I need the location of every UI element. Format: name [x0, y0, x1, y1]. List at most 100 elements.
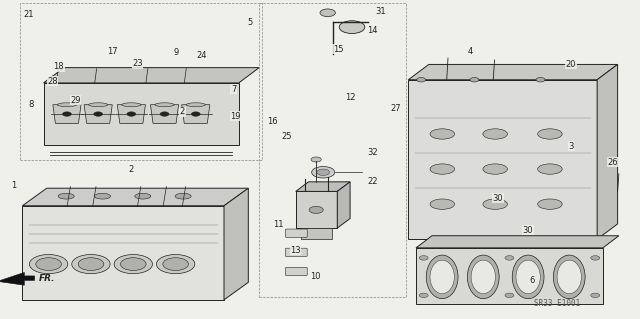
Polygon shape [117, 105, 145, 123]
Text: FR.: FR. [38, 274, 55, 283]
Circle shape [419, 256, 428, 260]
Polygon shape [44, 68, 259, 83]
Polygon shape [416, 236, 619, 248]
Text: 23: 23 [132, 59, 143, 68]
Circle shape [120, 258, 146, 271]
Text: 10: 10 [310, 272, 320, 281]
Ellipse shape [426, 255, 458, 299]
Ellipse shape [175, 193, 191, 199]
Ellipse shape [95, 193, 111, 199]
Circle shape [417, 78, 426, 82]
Text: 32: 32 [367, 148, 378, 157]
Polygon shape [408, 64, 618, 80]
Ellipse shape [122, 103, 141, 107]
Text: 28: 28 [47, 77, 58, 86]
Ellipse shape [557, 260, 581, 293]
Circle shape [78, 258, 104, 271]
Text: 17: 17 [107, 47, 117, 56]
Ellipse shape [538, 129, 562, 139]
Polygon shape [22, 206, 224, 300]
Ellipse shape [483, 199, 508, 209]
Circle shape [470, 78, 479, 82]
Text: 19: 19 [230, 112, 241, 121]
FancyBboxPatch shape [301, 228, 332, 239]
Text: 20: 20 [566, 60, 576, 69]
Text: 25: 25 [282, 132, 292, 141]
Circle shape [163, 258, 188, 271]
Polygon shape [408, 80, 597, 239]
Polygon shape [44, 83, 239, 145]
Circle shape [505, 256, 514, 260]
Circle shape [311, 157, 321, 162]
Ellipse shape [430, 129, 454, 139]
Polygon shape [150, 105, 179, 123]
Ellipse shape [430, 199, 454, 209]
Circle shape [63, 112, 72, 116]
Polygon shape [182, 105, 210, 123]
Polygon shape [597, 64, 618, 239]
Text: 30: 30 [523, 226, 533, 235]
Text: 2: 2 [129, 165, 134, 174]
Polygon shape [84, 105, 112, 123]
Circle shape [536, 78, 545, 82]
Text: 9: 9 [173, 48, 179, 57]
FancyBboxPatch shape [285, 267, 307, 276]
FancyBboxPatch shape [285, 248, 307, 256]
Ellipse shape [88, 103, 108, 107]
Text: 24: 24 [196, 51, 207, 60]
Text: 15: 15 [333, 45, 343, 54]
Ellipse shape [483, 164, 508, 174]
Circle shape [320, 9, 335, 17]
Ellipse shape [538, 164, 562, 174]
Text: 14: 14 [367, 26, 378, 35]
Circle shape [156, 255, 195, 274]
Ellipse shape [58, 103, 77, 107]
Polygon shape [296, 191, 337, 228]
Text: 7: 7 [231, 85, 236, 94]
Polygon shape [416, 248, 603, 304]
Ellipse shape [512, 255, 544, 299]
Polygon shape [0, 272, 35, 285]
Text: 12: 12 [346, 93, 356, 102]
Text: 3: 3 [568, 142, 573, 151]
Ellipse shape [186, 103, 205, 107]
Ellipse shape [483, 129, 508, 139]
Ellipse shape [58, 193, 74, 199]
Circle shape [29, 255, 68, 274]
Polygon shape [224, 188, 248, 300]
Text: SR33 E1001: SR33 E1001 [534, 299, 580, 308]
Text: 5: 5 [247, 18, 252, 27]
Polygon shape [22, 188, 248, 206]
Circle shape [160, 112, 169, 116]
Ellipse shape [538, 199, 562, 209]
Circle shape [127, 112, 136, 116]
Circle shape [591, 256, 600, 260]
Text: 1: 1 [12, 181, 17, 189]
Circle shape [339, 21, 365, 33]
Circle shape [36, 258, 61, 271]
Ellipse shape [430, 164, 454, 174]
FancyBboxPatch shape [285, 229, 307, 237]
Text: 6: 6 [530, 276, 535, 285]
Text: 11: 11 [273, 220, 284, 229]
Polygon shape [53, 105, 81, 123]
Polygon shape [337, 182, 350, 228]
Circle shape [317, 169, 330, 175]
Text: 21: 21 [24, 10, 34, 19]
Text: 16: 16 [267, 117, 277, 126]
Circle shape [72, 255, 110, 274]
Ellipse shape [135, 193, 151, 199]
Text: 2: 2 [180, 107, 185, 116]
Text: 27: 27 [390, 104, 401, 113]
Circle shape [191, 112, 200, 116]
Text: 22: 22 [367, 177, 378, 186]
Ellipse shape [554, 255, 585, 299]
Text: 30: 30 [493, 194, 503, 203]
Circle shape [93, 112, 102, 116]
Circle shape [505, 293, 514, 298]
Text: 13: 13 [291, 246, 301, 255]
Text: 31: 31 [376, 7, 386, 16]
Text: 8: 8 [28, 100, 33, 109]
Ellipse shape [471, 260, 495, 293]
Text: 26: 26 [608, 158, 618, 167]
